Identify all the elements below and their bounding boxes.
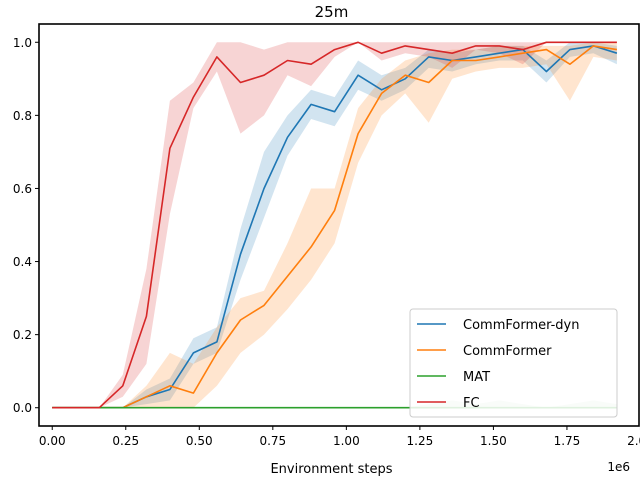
y-tick-label: 0.4 [13, 255, 32, 269]
band-fc [52, 42, 617, 408]
y-tick-label: 0.6 [13, 182, 32, 196]
legend: CommFormer-dyn CommFormer MAT FC [409, 308, 618, 418]
y-axis-ticks: 0.0 0.2 0.4 0.6 0.8 1.0 [13, 36, 39, 415]
x-tick-label: 2.00 [627, 434, 640, 448]
x-tick-label: 1.50 [480, 434, 507, 448]
x-axis-label: Environment steps [270, 462, 392, 477]
x-tick-label: 1.75 [554, 434, 581, 448]
plot-area-frame [38, 23, 640, 427]
legend-label-commformer-dyn: CommFormer-dyn [463, 318, 580, 333]
line-commformer [52, 45, 618, 409]
x-tick-label: 1.00 [333, 434, 360, 448]
y-tick-label: 0.2 [13, 328, 32, 342]
x-tick-label: 0.00 [39, 434, 66, 448]
line-fc [52, 41, 617, 409]
y-tick-label: 0.8 [13, 109, 32, 123]
band-commformer-dyn [52, 42, 617, 408]
legend-label-fc: FC [463, 396, 480, 411]
x-tick-label: 0.50 [186, 434, 213, 448]
legend-box [409, 308, 618, 418]
band-commformer [52, 42, 617, 408]
x-tick-label: 0.25 [112, 434, 139, 448]
x-axis-offset-label: 1e6 [607, 460, 630, 474]
x-tick-label: 1.25 [407, 434, 434, 448]
y-tick-label: 0.0 [13, 401, 32, 415]
x-tick-label: 0.75 [259, 434, 286, 448]
y-tick-label: 1.0 [13, 36, 32, 50]
legend-label-mat: MAT [463, 370, 490, 385]
chart-title: 25m [315, 3, 349, 21]
legend-label-commformer: CommFormer [463, 344, 552, 359]
x-axis-ticks: 0.00 0.25 0.50 0.75 1.00 1.25 1.50 1.75 2.00 [39, 426, 640, 448]
